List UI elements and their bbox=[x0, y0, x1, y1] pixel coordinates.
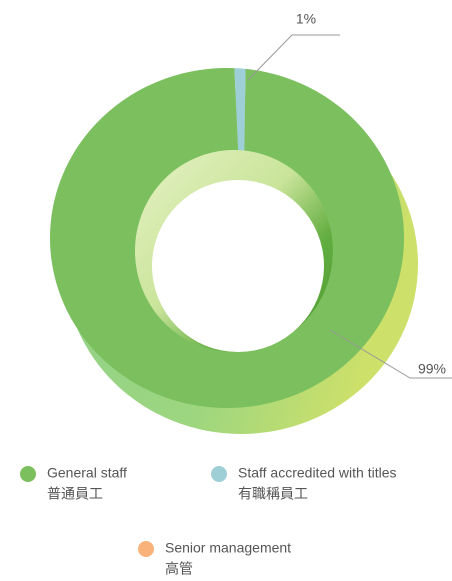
value-label: 99% bbox=[418, 361, 446, 377]
legend-label: Staff accredited with titles bbox=[238, 465, 396, 481]
legend-label-zh: 高管 bbox=[165, 561, 193, 577]
legend-swatch bbox=[211, 466, 227, 482]
legend-swatch bbox=[138, 541, 154, 557]
leader-line bbox=[329, 329, 452, 379]
value-label: 1% bbox=[296, 11, 316, 27]
slice bbox=[50, 67, 405, 408]
legend-label-zh: 普通員工 bbox=[47, 486, 103, 502]
leader-line bbox=[247, 34, 340, 81]
legend-label: General staff bbox=[47, 465, 127, 481]
legend-label: Senior management bbox=[165, 540, 291, 556]
legend-swatch bbox=[20, 466, 36, 482]
legend-label-zh: 有職稱員工 bbox=[238, 486, 308, 502]
slice bbox=[234, 68, 246, 151]
hole bbox=[152, 180, 324, 352]
plot: 99% 1% General staff 普通員工 Staff accredited w… bbox=[20, 11, 452, 577]
